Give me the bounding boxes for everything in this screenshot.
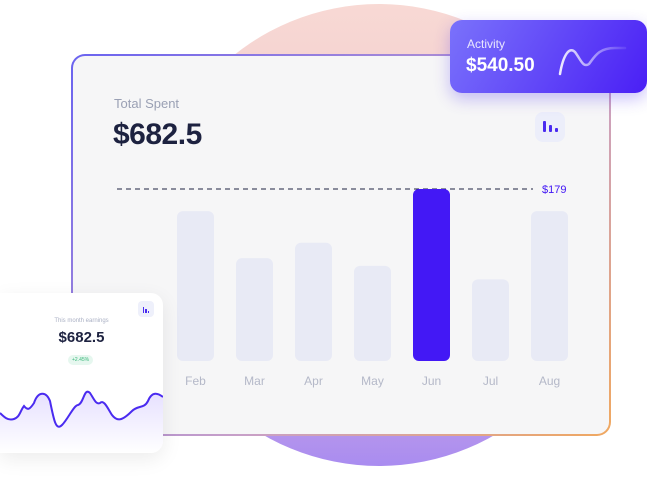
spending-bar-chart: $179 Feb Mar Apr May Jun Jul Aug	[117, 184, 568, 388]
x-tick-label: Feb	[185, 374, 206, 388]
x-tick-label: Mar	[244, 374, 265, 388]
earnings-sparkline	[0, 390, 163, 453]
total-spent-card: Total Spent $682.5 $179 Feb Mar Apr May Jun Ju…	[71, 54, 611, 436]
total-spent-value: $682.5	[113, 118, 202, 151]
bar-jun	[413, 189, 450, 361]
bar-feb	[177, 211, 214, 361]
bar-jul	[472, 279, 509, 361]
bar-aug	[531, 211, 568, 361]
bar-may	[354, 265, 391, 361]
activity-value: $540.50	[466, 55, 535, 76]
activity-card: Activity $540.50	[450, 20, 647, 93]
earnings-card: This month earnings $682.5 +2.45%	[0, 293, 163, 453]
x-tick-label: Jun	[422, 374, 441, 388]
x-tick-label: Aug	[539, 374, 560, 388]
earnings-change-badge: +2.45%	[68, 355, 94, 365]
bar-mar	[236, 258, 273, 361]
earnings-value: $682.5	[58, 329, 105, 346]
x-tick-label: May	[361, 374, 384, 388]
earnings-label: This month earnings	[54, 318, 109, 324]
sparkline-icon	[558, 46, 627, 76]
x-tick-label: Jul	[483, 374, 498, 388]
activity-label: Activity	[467, 37, 506, 51]
bar-chart-icon[interactable]	[535, 112, 565, 142]
x-tick-label: Apr	[304, 374, 323, 388]
bar-apr	[295, 242, 332, 361]
reference-line-label: $179	[542, 184, 566, 196]
total-spent-label: Total Spent	[114, 96, 180, 111]
bar-chart-icon[interactable]	[138, 301, 154, 317]
